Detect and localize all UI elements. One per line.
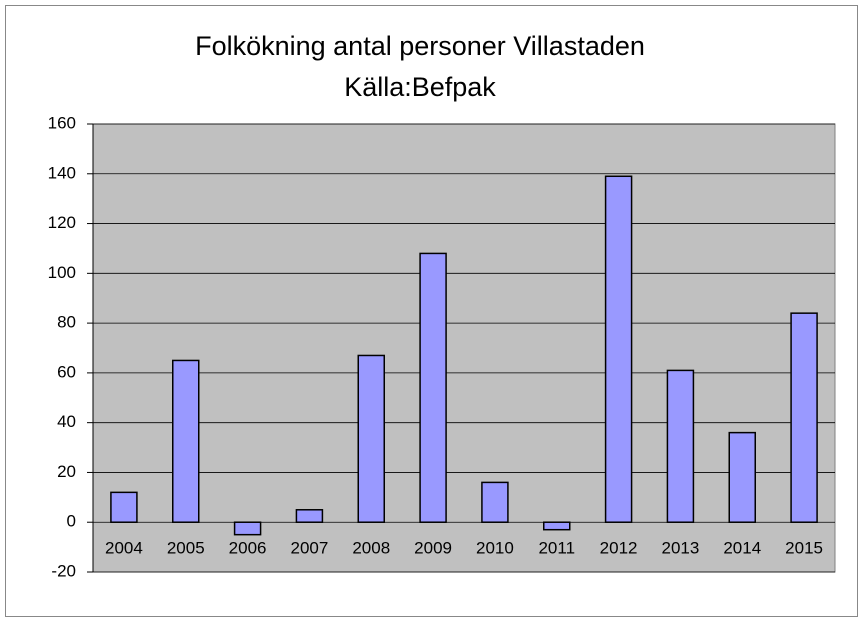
y-tick-label: 140 [48,163,76,182]
x-tick-label: 2004 [105,539,143,558]
y-tick-label: -20 [51,561,76,580]
bar [172,359,200,523]
bar [666,369,695,523]
y-tick-label: 60 [57,362,76,381]
bar [110,491,138,523]
x-tick-label: 2012 [600,539,638,558]
bar [419,252,447,523]
x-tick-label: 2014 [723,539,761,558]
y-tick-label: 20 [57,462,76,481]
y-tick-label: 160 [48,113,76,132]
x-tick-label: 2006 [229,539,267,558]
bar [728,431,756,523]
x-tick-label: 2005 [167,539,205,558]
y-tick-label: 80 [57,313,76,332]
bar [481,481,509,523]
bar [604,175,633,523]
x-tick-label: 2010 [476,539,514,558]
bar [357,354,385,523]
y-tick-label: 0 [67,512,76,531]
bar [790,312,818,523]
bar [543,521,571,531]
x-tick-label: 2008 [352,539,390,558]
bar [295,509,324,523]
y-tick-label: 100 [48,263,76,282]
y-tick-label: 120 [48,213,76,232]
x-tick-label: 2007 [291,539,329,558]
plot-area [92,123,836,573]
y-tick-label: 40 [57,412,76,431]
x-tick-label: 2011 [538,539,575,558]
chart-subtitle: Källa:Befpak [344,72,496,102]
bar [233,521,262,536]
x-tick-label: 2015 [785,539,823,558]
chart-title: Folkökning antal personer Villastaden [195,31,645,61]
x-tick-label: 2009 [414,539,452,558]
x-tick-label: 2013 [662,539,700,558]
